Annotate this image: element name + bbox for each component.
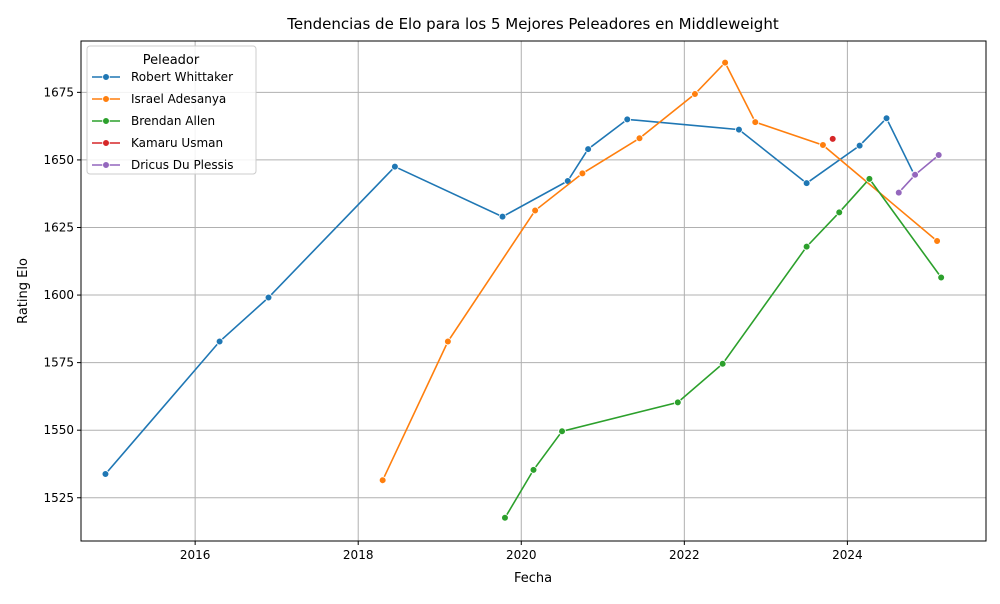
- x-tick-label: 2016: [180, 548, 211, 562]
- legend-marker: [102, 73, 110, 81]
- x-tick-label: 2022: [669, 548, 700, 562]
- data-point: [894, 188, 903, 197]
- legend-box: [86, 45, 257, 175]
- data-point: [674, 398, 682, 407]
- data-point: [819, 141, 827, 149]
- series-1: [378, 58, 941, 484]
- y-axis-label: Rating Elo: [16, 258, 31, 324]
- data-point: [635, 134, 644, 143]
- data-point: [937, 273, 945, 282]
- legend-entry: Brendan Allen: [92, 114, 215, 128]
- chart-title: Tendencias de Elo para los 5 Mejores Pel…: [286, 15, 779, 33]
- data-point: [934, 151, 943, 159]
- y-tick-label: 1650: [43, 153, 74, 167]
- data-point: [498, 212, 507, 221]
- legend-marker: [102, 117, 110, 125]
- data-point: [584, 145, 592, 153]
- series-4: [894, 151, 943, 197]
- data-point: [444, 337, 452, 346]
- grid-lines: [81, 41, 986, 541]
- y-tick-label: 1575: [43, 356, 74, 370]
- data-point: [933, 237, 941, 245]
- series-3: [828, 135, 837, 143]
- data-point: [623, 115, 632, 124]
- data-point: [828, 135, 837, 143]
- data-point: [264, 293, 273, 302]
- data-point: [865, 175, 874, 183]
- x-tick-label: 2018: [343, 548, 374, 562]
- legend-label: Dricus Du Plessis: [131, 158, 233, 172]
- y-tick-label: 1625: [43, 220, 74, 234]
- series-0: [101, 114, 919, 478]
- legend-label: Brendan Allen: [131, 114, 215, 128]
- data-point: [751, 118, 760, 126]
- data-point: [691, 90, 699, 98]
- y-tick-label: 1525: [43, 491, 74, 505]
- axis-ticks: 2016 2018 2020 2022 2024 1525 1550 1575 1600 1625…: [43, 85, 862, 562]
- data-point: [501, 513, 509, 522]
- data-point: [558, 427, 566, 436]
- data-point: [855, 141, 864, 150]
- y-tick-label: 1550: [43, 423, 74, 437]
- series-line: [381, 61, 938, 481]
- data-point: [835, 208, 844, 217]
- series-2: [501, 175, 945, 522]
- data-point: [215, 337, 224, 346]
- legend-marker: [102, 139, 110, 147]
- legend-marker: [102, 95, 110, 103]
- data-point: [735, 125, 743, 134]
- data-point: [718, 359, 727, 368]
- legend-label: Robert Whittaker: [131, 70, 233, 84]
- x-axis-label: Fecha: [514, 571, 552, 586]
- y-tick-label: 1600: [43, 288, 74, 302]
- legend-title: Peleador: [143, 53, 200, 68]
- series-lines: [101, 58, 945, 522]
- data-point: [529, 466, 538, 474]
- x-tick-label: 2024: [832, 548, 863, 562]
- data-point: [911, 170, 919, 179]
- data-point: [802, 242, 811, 251]
- data-point: [721, 58, 729, 67]
- legend-entry: Robert Whittaker: [92, 70, 233, 84]
- plot-area-frame: [80, 40, 987, 542]
- legend-entry: Kamaru Usman: [92, 136, 223, 150]
- legend-marker: [102, 161, 110, 169]
- x-tick-label: 2020: [506, 548, 537, 562]
- data-point: [578, 169, 587, 178]
- data-point: [882, 114, 891, 123]
- legend: Peleador Robert Whittaker Israel Adesanya…: [86, 45, 257, 175]
- data-point: [378, 476, 387, 484]
- legend-label: Kamaru Usman: [131, 136, 223, 150]
- data-point: [391, 162, 399, 171]
- legend-entry: Dricus Du Plessis: [92, 158, 233, 172]
- legend-entry: Israel Adesanya: [92, 92, 226, 106]
- data-point: [802, 179, 811, 187]
- data-point: [531, 206, 539, 215]
- data-point: [101, 470, 110, 478]
- legend-label: Israel Adesanya: [131, 92, 226, 106]
- y-tick-label: 1675: [43, 85, 74, 99]
